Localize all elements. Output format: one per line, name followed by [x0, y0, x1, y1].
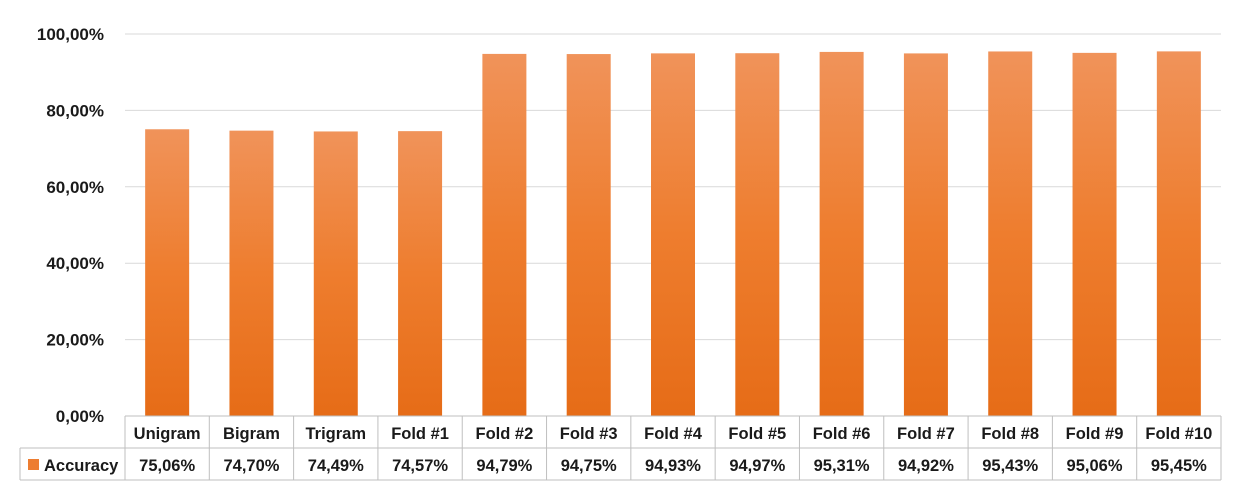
- bar-unigram: [145, 129, 190, 416]
- data-table: Unigram Bigram Trigram Fold #1 Fold #2 Fold #…: [19, 415, 1222, 481]
- value-cell: 95,43%: [982, 457, 1038, 475]
- category-label: Fold #5: [728, 425, 786, 443]
- legend-key: [28, 459, 39, 470]
- bar-fold-10: [1156, 51, 1201, 416]
- bar-fold-3: [566, 54, 611, 417]
- bar-fold-8: [988, 51, 1033, 417]
- value-cell: 94,92%: [898, 457, 954, 475]
- value-cell: 94,93%: [645, 457, 701, 475]
- value-cell: 74,70%: [223, 457, 279, 475]
- bar-fold-4: [651, 53, 695, 416]
- category-label: Fold #4: [644, 425, 703, 443]
- bar-fold-5: [735, 53, 780, 416]
- category-label: Fold #3: [560, 425, 618, 443]
- category-label: Fold #2: [476, 425, 534, 443]
- bar-fold-6: [819, 51, 864, 416]
- category-label: Fold #10: [1145, 425, 1212, 443]
- category-label: Fold #6: [813, 425, 871, 443]
- bar-fold-1: [398, 131, 443, 417]
- bar-fold-2: [482, 53, 527, 417]
- value-cell: 95,31%: [814, 457, 870, 475]
- y-tick-label: 20,00%: [46, 331, 104, 350]
- bar-fold-9: [1072, 52, 1117, 417]
- category-label: Fold #1: [391, 425, 449, 443]
- value-cell: 74,49%: [308, 457, 364, 475]
- category-label: Bigram: [223, 425, 280, 443]
- value-cell: 94,97%: [729, 457, 785, 475]
- value-cell: 94,79%: [476, 457, 532, 475]
- y-tick-label: 0,00%: [56, 407, 104, 426]
- bar-trigram: [313, 131, 358, 417]
- y-axis-ticks: 0,00% 20,00% 40,00% 60,00% 80,00% 100,00%: [37, 25, 104, 426]
- bars: [145, 51, 1201, 417]
- bar-bigram: [229, 130, 274, 416]
- value-cell: 75,06%: [139, 457, 195, 475]
- value-cell: 95,45%: [1151, 457, 1207, 475]
- value-cell: 74,57%: [392, 457, 448, 475]
- legend-label: Accuracy: [44, 457, 119, 475]
- category-label: Fold #9: [1066, 425, 1124, 443]
- y-tick-label: 60,00%: [46, 178, 104, 197]
- category-label: Fold #8: [981, 425, 1039, 443]
- category-label: Trigram: [306, 425, 367, 443]
- category-label: Fold #7: [897, 425, 955, 443]
- value-cell: 94,75%: [561, 457, 617, 475]
- y-tick-label: 100,00%: [37, 25, 104, 44]
- bar-fold-7: [903, 53, 948, 416]
- y-tick-label: 80,00%: [46, 101, 104, 120]
- value-cell: 95,06%: [1067, 457, 1123, 475]
- y-tick-label: 40,00%: [46, 254, 104, 273]
- category-label: Unigram: [134, 425, 201, 443]
